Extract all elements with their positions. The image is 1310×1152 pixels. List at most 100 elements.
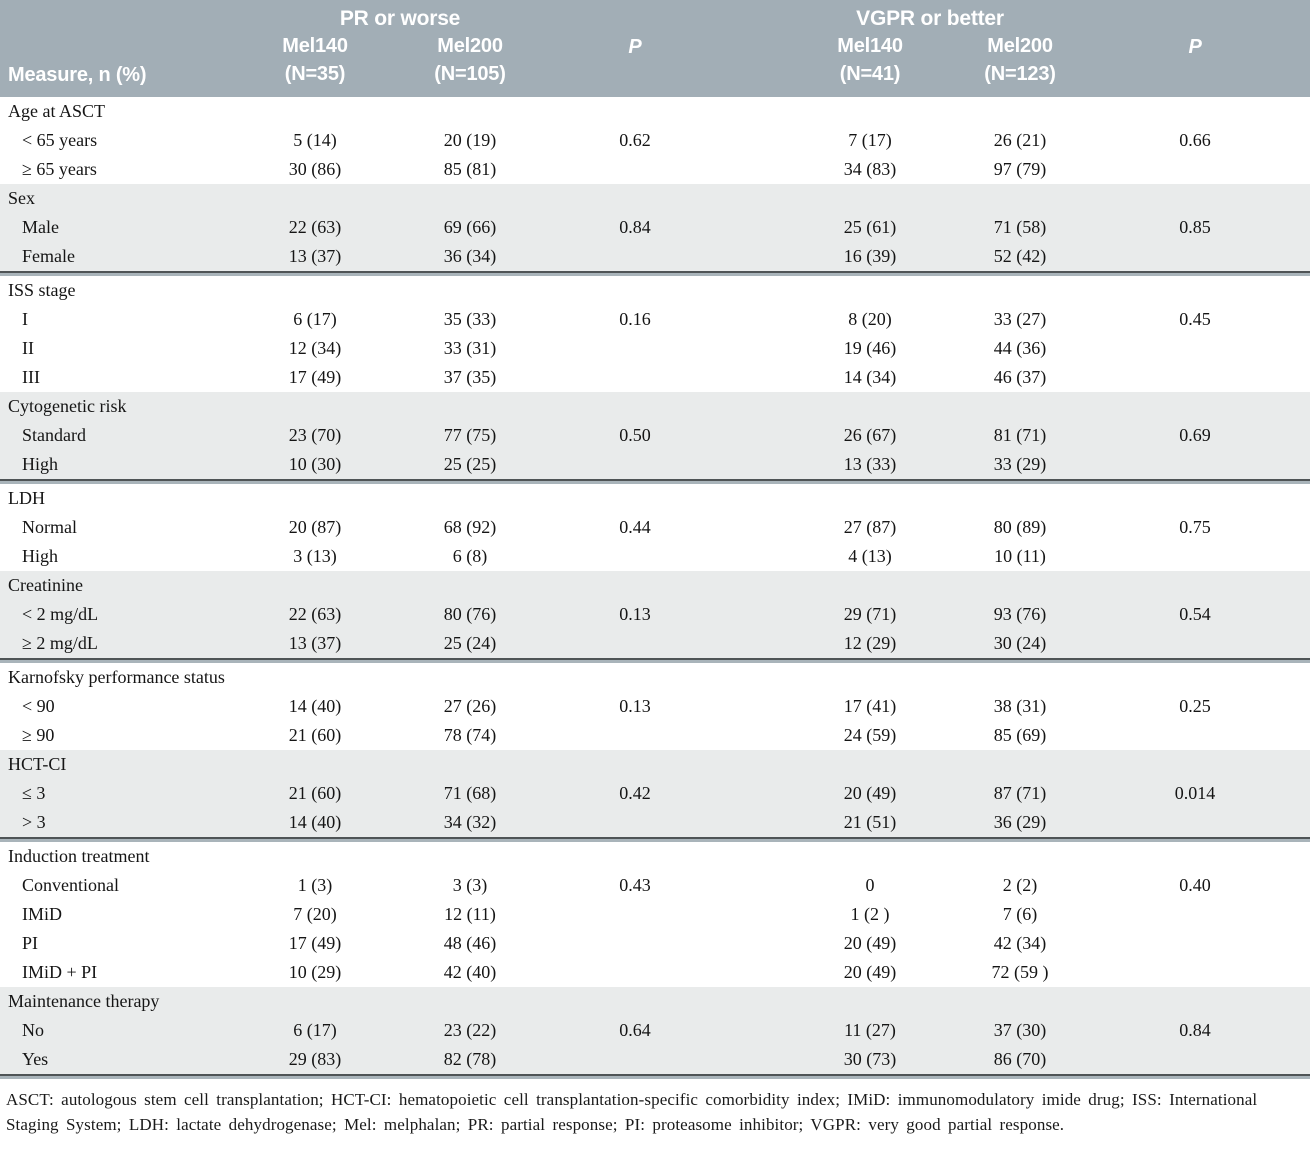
value-cell: 0.014 <box>1080 779 1310 808</box>
value-cell: 27 (87) <box>843 517 897 537</box>
col-header-n: (N=41) <box>839 63 901 85</box>
value-cell: 12 (29) <box>780 629 960 658</box>
value-cell: 72 (59 ) <box>991 962 1049 982</box>
value-cell <box>1080 542 1310 571</box>
table-row: Male 22 (63) 69 (66) 0.84 25 (61) 71 (58… <box>0 213 1310 242</box>
table-row: ≥ 2 mg/dL 13 (37) 25 (24) 12 (29) 30 (24… <box>0 629 1310 658</box>
row-label: < 90 <box>22 696 55 716</box>
value-cell: 30 (86) <box>288 159 342 179</box>
section-label: Maintenance therapy <box>0 987 1310 1016</box>
value-cell: 78 (74) <box>443 725 497 745</box>
value-cell: 80 (76) <box>385 600 555 629</box>
section-label: Karnofsky performance status <box>8 667 225 687</box>
value-cell: 20 (49) <box>843 962 897 982</box>
value-cell: 0.84 <box>555 213 715 242</box>
row-label: Normal <box>22 517 77 537</box>
value-cell <box>1080 242 1310 271</box>
value-cell: 22 (63) <box>245 600 385 629</box>
value-cell: 35 (33) <box>443 309 497 329</box>
value-cell: 0.44 <box>619 517 651 537</box>
row-label: > 3 <box>0 808 245 837</box>
patient-characteristics-table: PR or worse VGPR or better Measure, n (%… <box>0 0 1310 1079</box>
table-row: I 6 (17) 35 (33) 0.16 8 (20) 33 (27) 0.4… <box>0 305 1310 334</box>
value-cell: 17 (49) <box>288 933 342 953</box>
table-header: PR or worse VGPR or better Measure, n (%… <box>0 0 1310 97</box>
value-cell: 25 (61) <box>780 213 960 242</box>
value-cell: 14 (40) <box>288 696 342 716</box>
section-separator <box>0 837 1310 842</box>
group-header-pr-or-worse: PR or worse <box>245 0 555 32</box>
section-header-row: Maintenance therapy <box>0 987 1310 1016</box>
column-spacer <box>715 421 780 450</box>
value-cell: 0.43 <box>619 875 651 895</box>
value-cell: 81 (71) <box>960 421 1081 450</box>
column-spacer <box>715 629 780 658</box>
value-cell: 3 (3) <box>452 875 488 895</box>
section-header-row: Cytogenetic risk <box>0 392 1310 421</box>
abbreviations-footnote: ASCT: autologous stem cell transplantati… <box>6 1090 1258 1134</box>
measure-column-header: Measure, n (%) <box>0 32 245 97</box>
value-cell: 33 (27) <box>993 309 1047 329</box>
col-header-name: Mel140 <box>282 35 348 57</box>
column-spacer <box>715 155 780 184</box>
row-label: Conventional <box>22 875 119 895</box>
row-label: ≤ 3 <box>0 779 245 808</box>
column-spacer <box>715 213 780 242</box>
value-cell: 10 (11) <box>994 546 1046 566</box>
table-row: High 10 (30) 25 (25) 13 (33) 33 (29) <box>0 450 1310 479</box>
row-label: ≥ 65 years <box>22 159 97 179</box>
row-label: Male <box>0 213 245 242</box>
value-cell: 0.85 <box>1080 213 1310 242</box>
value-cell: 0.16 <box>619 309 651 329</box>
section-label: HCT-CI <box>0 750 1310 779</box>
value-cell: 20 (87) <box>288 517 342 537</box>
value-cell: 86 (70) <box>960 1045 1081 1074</box>
value-cell: 13 (37) <box>245 629 385 658</box>
value-cell: 5 (14) <box>293 130 337 150</box>
value-cell <box>555 958 715 987</box>
section-header-row: HCT-CI <box>0 750 1310 779</box>
value-cell: 42 (40) <box>443 962 497 982</box>
col-header-name: Mel200 <box>987 35 1053 57</box>
column-spacer <box>715 542 780 571</box>
value-cell: 52 (42) <box>960 242 1081 271</box>
value-cell: 7 (6) <box>1002 904 1038 924</box>
section-header-row: ISS stage <box>0 276 1310 305</box>
section-label: Creatinine <box>0 571 1310 600</box>
value-cell: 30 (24) <box>960 629 1081 658</box>
value-cell <box>555 363 715 392</box>
value-cell: 3 (13) <box>293 546 337 566</box>
col-header-p-vgpr: P <box>1080 32 1310 97</box>
value-cell: 2 (2) <box>1002 875 1038 895</box>
value-cell: 12 (34) <box>288 338 342 358</box>
section-header-row: Induction treatment <box>0 842 1310 871</box>
section-label: Sex <box>0 184 1310 213</box>
value-cell: 0.66 <box>1179 130 1211 150</box>
column-spacer <box>715 900 780 929</box>
section-separator <box>0 479 1310 484</box>
value-cell <box>1080 1045 1310 1074</box>
table-row: < 2 mg/dL 22 (63) 80 (76) 0.13 29 (71) 9… <box>0 600 1310 629</box>
col-header-mel200-vgpr: Mel200 (N=123) <box>960 32 1081 97</box>
row-label: I <box>22 309 28 329</box>
column-spacer <box>715 363 780 392</box>
row-label: III <box>22 367 40 387</box>
value-cell <box>555 1045 715 1074</box>
value-cell <box>1080 334 1310 363</box>
table-row: > 3 14 (40) 34 (32) 21 (51) 36 (29) <box>0 808 1310 837</box>
table-row: IMiD + PI 10 (29) 42 (40) 20 (49) 72 (59… <box>0 958 1310 987</box>
col-header-n: (N=123) <box>984 63 1056 85</box>
value-cell: 1 (3) <box>297 875 333 895</box>
value-cell <box>555 629 715 658</box>
value-cell: 36 (34) <box>385 242 555 271</box>
value-cell: 71 (68) <box>385 779 555 808</box>
value-cell <box>1080 721 1310 750</box>
column-spacer <box>715 1016 780 1045</box>
value-cell: 21 (51) <box>780 808 960 837</box>
group-header-vgpr-or-better: VGPR or better <box>780 0 1081 32</box>
value-cell: 0 <box>865 875 875 895</box>
column-spacer <box>715 450 780 479</box>
row-label: High <box>0 450 245 479</box>
col-header-n: (N=35) <box>284 63 346 85</box>
column-spacer <box>715 1045 780 1074</box>
